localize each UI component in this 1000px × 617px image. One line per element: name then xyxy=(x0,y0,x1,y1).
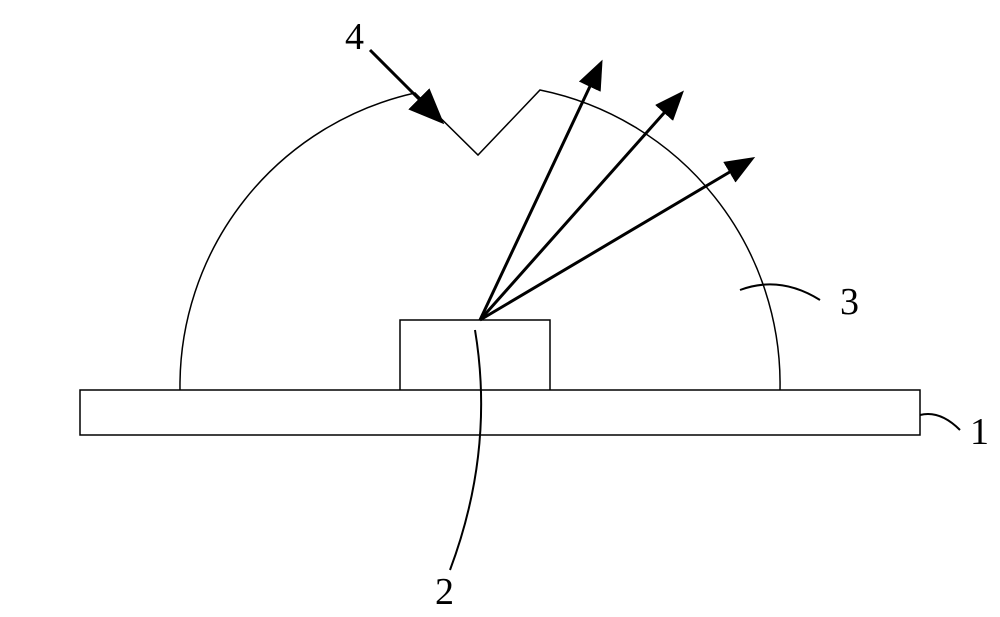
light-ray-2 xyxy=(480,95,680,320)
label-4: 4 xyxy=(345,15,364,59)
leader-arrow-4 xyxy=(370,50,440,120)
label-2: 2 xyxy=(435,570,454,614)
substrate xyxy=(80,390,920,435)
label-1: 1 xyxy=(970,410,989,454)
leader-line-2 xyxy=(450,330,481,570)
light-ray-3 xyxy=(480,160,750,320)
leader-line-3 xyxy=(740,284,820,300)
light-ray-1 xyxy=(480,65,600,320)
leader-line-1 xyxy=(920,414,960,430)
dome-lens xyxy=(180,90,780,390)
label-3: 3 xyxy=(840,280,859,324)
